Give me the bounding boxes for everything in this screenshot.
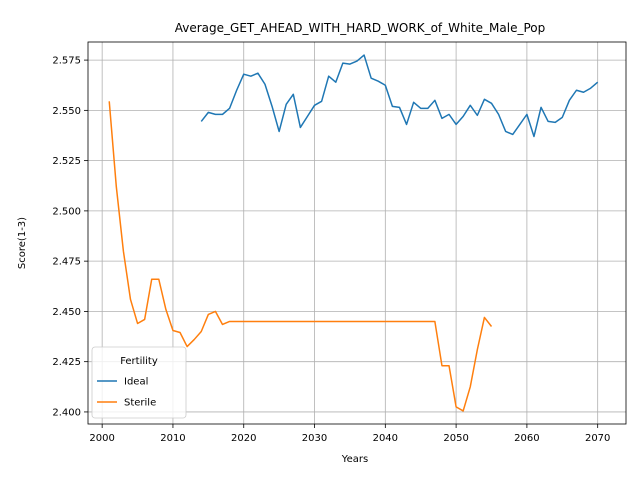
legend-title: Fertility <box>120 356 158 367</box>
y-tick-label: 2.575 <box>52 56 81 67</box>
x-tick-label: 2070 <box>585 433 610 444</box>
x-tick-label: 2010 <box>160 433 185 444</box>
x-tick-label: 2020 <box>231 433 256 444</box>
x-tick-label: 2000 <box>89 433 114 444</box>
y-tick-label: 2.500 <box>52 206 81 217</box>
chart-title: Average_GET_AHEAD_WITH_HARD_WORK_of_Whit… <box>175 21 546 35</box>
x-tick-label: 2030 <box>302 433 327 444</box>
series-line-ideal <box>200 54 599 138</box>
legend-label-sterile: Sterile <box>124 398 156 409</box>
y-tick-label: 2.400 <box>52 407 81 418</box>
y-axis-label: Score(1-3) <box>17 217 28 269</box>
series-lines <box>108 54 599 412</box>
legend-box <box>91 346 187 419</box>
y-tick-label: 2.525 <box>52 156 81 167</box>
series-line-sterile <box>108 101 493 412</box>
y-tick-label: 2.475 <box>52 257 81 268</box>
x-axis: 2000 2010 2020 2030 2040 2050 2060 2070 <box>89 424 610 444</box>
legend: Fertility Ideal Sterile <box>91 346 187 419</box>
x-tick-label: 2060 <box>514 433 539 444</box>
plot-frame <box>87 41 627 425</box>
legend-label-ideal: Ideal <box>124 377 148 388</box>
x-tick-label: 2040 <box>373 433 398 444</box>
y-tick-label: 2.425 <box>52 357 81 368</box>
y-tick-label: 2.550 <box>52 106 81 117</box>
x-tick-label: 2050 <box>443 433 468 444</box>
x-axis-label: Years <box>341 454 368 465</box>
y-tick-label: 2.450 <box>52 307 81 318</box>
y-axis: 2.400 2.425 2.450 2.475 2.500 2.525 2.550 2.575 <box>52 56 88 418</box>
